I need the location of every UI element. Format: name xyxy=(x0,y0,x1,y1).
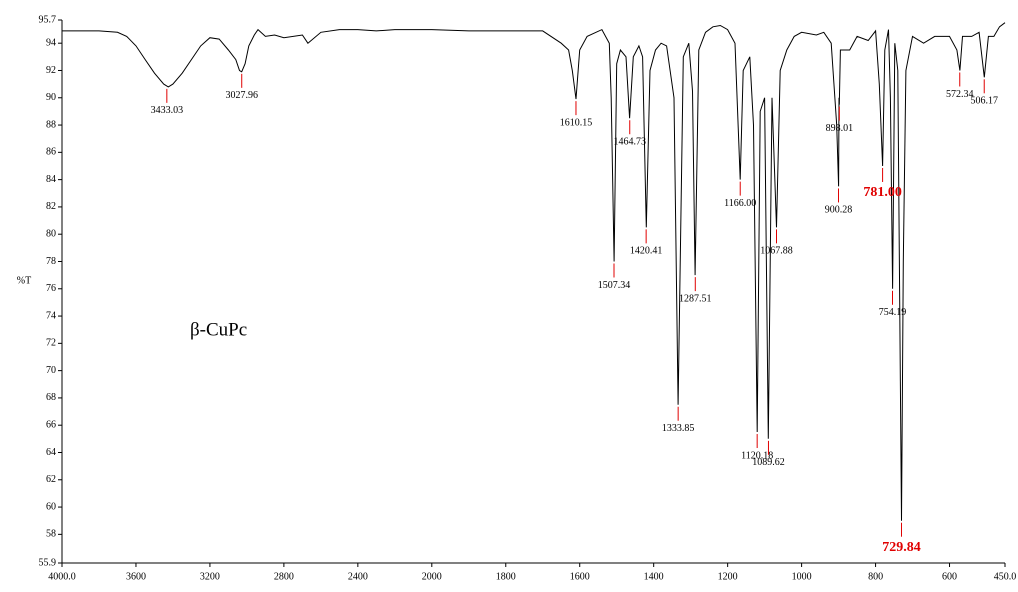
peak-label: 781.00 xyxy=(863,185,902,200)
x-tick-label: 450.0 xyxy=(994,571,1017,582)
y-tick-label: 86 xyxy=(46,147,56,158)
peak-label: 1507.34 xyxy=(598,280,631,291)
x-tick-label: 2000 xyxy=(422,571,442,582)
x-tick-label: 2800 xyxy=(274,571,294,582)
x-tick-label: 1600 xyxy=(570,571,590,582)
x-tick-label: 1200 xyxy=(718,571,738,582)
y-axis-label: %T xyxy=(17,275,31,286)
peak-label: 506.17 xyxy=(970,96,998,107)
spectrum-line xyxy=(62,22,1006,521)
y-tick-label: 94 xyxy=(46,37,56,48)
peak-label: 1089.62 xyxy=(752,457,785,468)
peak-label: 1067.88 xyxy=(760,246,793,257)
y-tick-label: 58 xyxy=(46,529,56,540)
y-tick-label: 78 xyxy=(46,256,56,267)
y-tick-label: 76 xyxy=(46,283,56,294)
peak-label: 1120.18 xyxy=(741,450,773,461)
x-tick-label: 3600 xyxy=(126,571,146,582)
peak-label: 1166.00 xyxy=(724,198,756,209)
y-tick-label: 92 xyxy=(46,65,56,76)
y-tick-label: 82 xyxy=(46,201,56,212)
y-tick-label: 68 xyxy=(46,392,56,403)
y-tick-label: 55.9 xyxy=(39,557,57,568)
peak-label: 1464.73 xyxy=(613,137,646,148)
peak-label: 1420.41 xyxy=(630,246,663,257)
x-tick-label: 1800 xyxy=(496,571,516,582)
peak-label: 898.01 xyxy=(826,123,854,134)
y-tick-label: 66 xyxy=(46,420,56,431)
x-tick-label: 4000.0 xyxy=(48,571,76,582)
annotation: β-CuPc xyxy=(190,319,247,340)
x-tick-label: 600 xyxy=(942,571,957,582)
y-tick-label: 88 xyxy=(46,119,56,130)
y-tick-label: 90 xyxy=(46,92,56,103)
x-tick-label: 800 xyxy=(868,571,883,582)
y-tick-label: 70 xyxy=(46,365,56,376)
peak-label: 1333.85 xyxy=(662,423,695,434)
y-tick-label: 64 xyxy=(46,447,56,458)
peak-label: 754.19 xyxy=(879,307,907,318)
peak-label: 3433.03 xyxy=(151,105,184,116)
y-tick-label: 72 xyxy=(46,338,56,349)
y-tick-label: 74 xyxy=(46,310,56,321)
peak-label: 900.28 xyxy=(825,205,853,216)
x-tick-label: 1400 xyxy=(644,571,664,582)
peak-label: 729.84 xyxy=(882,540,921,555)
peak-label: 1610.15 xyxy=(560,117,593,128)
peak-label: 3027.96 xyxy=(225,90,258,101)
y-tick-label: 95.7 xyxy=(39,14,57,25)
x-tick-label: 2400 xyxy=(348,571,368,582)
y-tick-label: 60 xyxy=(46,501,56,512)
peak-label: 1287.51 xyxy=(679,293,712,304)
y-tick-label: 62 xyxy=(46,474,56,485)
x-tick-label: 1000 xyxy=(792,571,812,582)
peak-label: 572.34 xyxy=(946,89,974,100)
y-tick-label: 84 xyxy=(46,174,56,185)
y-tick-label: 80 xyxy=(46,228,56,239)
x-tick-label: 3200 xyxy=(200,571,220,582)
